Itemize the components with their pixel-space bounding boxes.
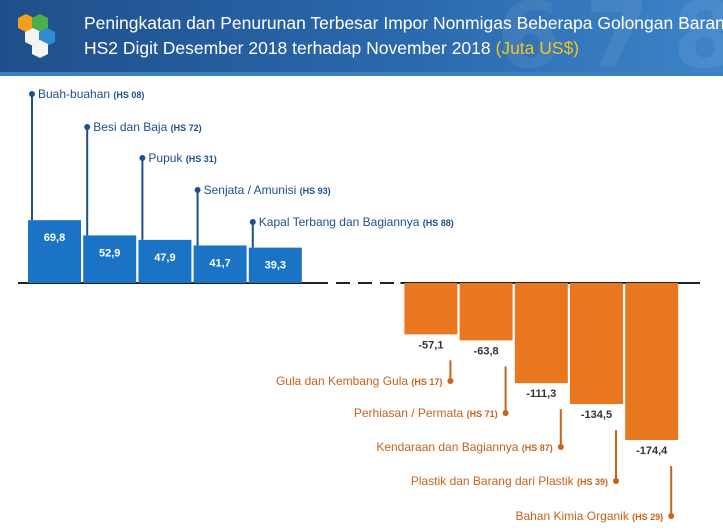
category-label: Plastik dan Barang dari Plastik (HS 39): [411, 474, 608, 488]
header-divider: [0, 72, 723, 76]
category-name: Kendaraan dan Bagiannya: [376, 440, 521, 454]
category-name: Kapal Terbang dan Bagiannya: [259, 215, 423, 229]
bar-value-label: -63,8: [474, 345, 499, 357]
increase-bar: [193, 245, 247, 283]
decrease-bar: [625, 283, 679, 440]
leader-dot: [557, 444, 564, 450]
leader-dot: [84, 124, 91, 130]
leader-dot: [502, 410, 509, 416]
category-name: Plastik dan Barang dari Plastik: [411, 474, 577, 488]
category-label: Besi dan Baja (HS 72): [93, 120, 201, 134]
category-name: Senjata / Amunisi: [204, 183, 300, 197]
decrease-bar: [404, 283, 458, 335]
hs-code: (HS 08): [113, 90, 144, 100]
hs-code: (HS 72): [171, 123, 202, 133]
category-label: Senjata / Amunisi (HS 93): [204, 183, 331, 197]
category-name: Perhiasan / Permata: [354, 406, 467, 420]
bar-value-label: -111,3: [526, 388, 556, 400]
category-label: Kendaraan dan Bagiannya (HS 87): [376, 440, 552, 454]
bar-value-label: -134,5: [581, 409, 612, 421]
category-name: Pupuk: [148, 151, 185, 165]
hs-code: (HS 87): [522, 443, 553, 453]
header-banner: 6 7 8 Peningkatan dan Penurunan Terbesar…: [0, 0, 723, 72]
leader-dot: [613, 478, 619, 484]
bar-value-label: 52,9: [99, 247, 120, 259]
bar-value-label: 41,7: [209, 257, 230, 269]
hs-code: (HS 88): [423, 218, 454, 228]
leader-dot: [139, 155, 146, 161]
hs-code: (HS 39): [577, 477, 608, 487]
category-name: Bahan Kimia Organik: [515, 509, 632, 523]
increase-bar: [83, 235, 137, 283]
decrease-bar: [459, 283, 513, 341]
category-label: Pupuk (HS 31): [148, 151, 216, 165]
category-label: Gula dan Kembang Gula (HS 17): [276, 374, 442, 388]
increase-bar: [138, 239, 192, 283]
chart-title-line-2: HS2 Digit Desember 2018 terhadap Novembe…: [84, 38, 579, 59]
chart-title-text: HS2 Digit Desember 2018 terhadap Novembe…: [84, 38, 491, 58]
background-decoration: 6 7 8: [496, 0, 723, 72]
increase-bar: [28, 220, 81, 283]
leader-dot: [29, 91, 35, 97]
hs-code: (HS 31): [186, 154, 217, 164]
bps-logo-icon: [18, 14, 55, 58]
bar-value-label: -174,4: [636, 445, 668, 457]
bar-value-label: 69,8: [44, 232, 65, 244]
bar-value-label: -57,1: [418, 339, 443, 351]
category-name: Besi dan Baja: [93, 120, 170, 134]
hs-code: (HS 93): [300, 186, 331, 196]
category-name: Gula dan Kembang Gula: [276, 374, 411, 388]
category-name: Buah-buahan: [38, 87, 113, 101]
chart-title-unit: (Juta US$): [495, 38, 580, 58]
bar-value-label: 39,3: [265, 260, 286, 272]
category-label: Buah-buahan (HS 08): [38, 87, 144, 101]
increase-bar: [248, 247, 302, 283]
chart-title-line-1: Peningkatan dan Penurunan Terbesar Impor…: [84, 13, 723, 33]
hs-code: (HS 71): [467, 409, 498, 419]
leader-dot: [668, 513, 675, 519]
category-label: Perhiasan / Permata (HS 71): [354, 406, 498, 420]
decrease-bar: [514, 283, 568, 384]
category-label: Kapal Terbang dan Bagiannya (HS 88): [259, 215, 454, 229]
hs-code: (HS 29): [632, 512, 663, 522]
leader-dot: [249, 219, 256, 225]
bar-value-label: 47,9: [154, 252, 175, 264]
hs-code: (HS 17): [411, 377, 442, 387]
category-label: Bahan Kimia Organik (HS 29): [515, 509, 663, 523]
leader-dot: [194, 187, 201, 193]
decrease-bar: [570, 283, 623, 405]
leader-dot: [447, 378, 454, 384]
